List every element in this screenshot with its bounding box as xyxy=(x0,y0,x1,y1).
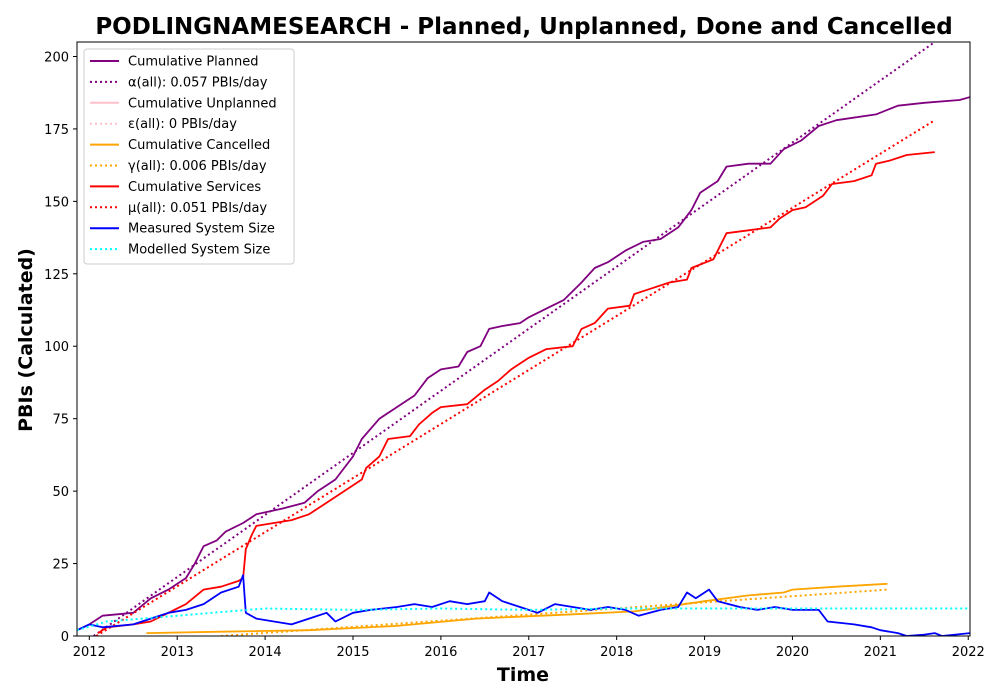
x-tick-label: 2018 xyxy=(600,645,633,660)
x-tick-label: 2021 xyxy=(864,645,897,660)
y-axis-label: PBIs (Calculated) xyxy=(15,248,37,432)
y-tick-label: 50 xyxy=(52,485,69,500)
y-tick-label: 175 xyxy=(44,123,69,138)
legend-label: Cumulative Cancelled xyxy=(128,138,270,153)
legend-label: Cumulative Services xyxy=(128,180,261,195)
y-tick-label: 150 xyxy=(44,195,69,210)
series-line-cumulative-services xyxy=(97,151,935,634)
y-tick-label: 200 xyxy=(44,50,69,65)
chart-title: PODLINGNAMESEARCH - Planned, Unplanned, … xyxy=(95,14,952,40)
x-tick-label: 2015 xyxy=(336,645,369,660)
series-line-all-0-051-pbis-day xyxy=(95,119,936,636)
series-line-measured-system-size xyxy=(77,574,970,636)
legend-label: Cumulative Planned xyxy=(128,55,258,70)
plot-area: 2012 2013 2014 2015 2016 2017 2018 2019 2020 2021… xyxy=(44,41,985,660)
legend-label: μ(all): 0.051 PBIs/day xyxy=(128,201,267,216)
x-tick-label: 2013 xyxy=(161,645,194,660)
series-line-cumulative-planned xyxy=(77,96,970,632)
legend-label: α(all): 0.057 PBIs/day xyxy=(128,75,268,90)
y-tick-label: 0 xyxy=(61,630,69,645)
legend-label: Cumulative Unplanned xyxy=(128,96,277,111)
x-tick-label: 2019 xyxy=(688,645,721,660)
x-tick-label: 2012 xyxy=(73,645,106,660)
y-tick-label: 125 xyxy=(44,268,69,283)
y-tick-label: 100 xyxy=(44,340,69,355)
axes-frame xyxy=(76,41,971,637)
y-tick-label: 75 xyxy=(52,413,69,428)
legend-label: ε(all): 0 PBIs/day xyxy=(128,117,237,132)
x-tick-label: 2020 xyxy=(776,645,809,660)
y-tick-label: 25 xyxy=(52,558,69,573)
series-lines xyxy=(77,42,970,636)
x-tick-label: 2014 xyxy=(249,645,282,660)
x-tick-label: 2016 xyxy=(424,645,457,660)
x-axis-label: Time xyxy=(497,664,549,686)
legend-box xyxy=(83,48,295,265)
legend: Cumulative Planned α(all): 0.057 PBIs/day… xyxy=(83,48,295,265)
series-line-all-0-057-pbis-day xyxy=(93,42,936,636)
legend-label: Modelled System Size xyxy=(128,243,270,258)
series-line-all-0-006-pbis-day xyxy=(221,588,888,636)
x-tick-label: 2017 xyxy=(512,645,545,660)
x-tick-label: 2022 xyxy=(952,645,985,660)
series-line-cumulative-cancelled xyxy=(146,582,888,634)
legend-label: γ(all): 0.006 PBIs/day xyxy=(128,159,267,174)
legend-label: Measured System Size xyxy=(128,222,275,237)
